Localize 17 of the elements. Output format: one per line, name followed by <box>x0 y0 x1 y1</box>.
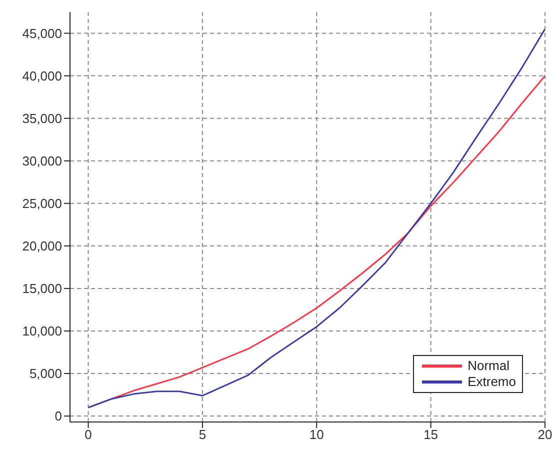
y-tick-label: 0 <box>54 408 62 424</box>
x-tick-label: 0 <box>84 427 92 442</box>
y-tick-label: 20,000 <box>22 238 62 254</box>
x-tick-label: 20 <box>538 427 552 442</box>
y-tick-label: 25,000 <box>22 196 62 212</box>
y-tick-label: 5,000 <box>29 366 62 382</box>
legend-label: Extremo <box>468 374 516 390</box>
y-tick-label: 15,000 <box>22 281 62 296</box>
y-tick-label: 45,000 <box>22 26 62 41</box>
x-tick-label: 10 <box>309 427 324 442</box>
y-tick-label: 10,000 <box>22 324 62 339</box>
x-tick-label: 15 <box>424 427 438 442</box>
y-tick-label: 35,000 <box>22 110 62 126</box>
y-tick-label: 30,000 <box>22 153 62 168</box>
y-tick-label: 40,000 <box>22 68 62 84</box>
legend-label: Normal <box>468 358 510 374</box>
x-tick-label: 5 <box>198 427 206 442</box>
